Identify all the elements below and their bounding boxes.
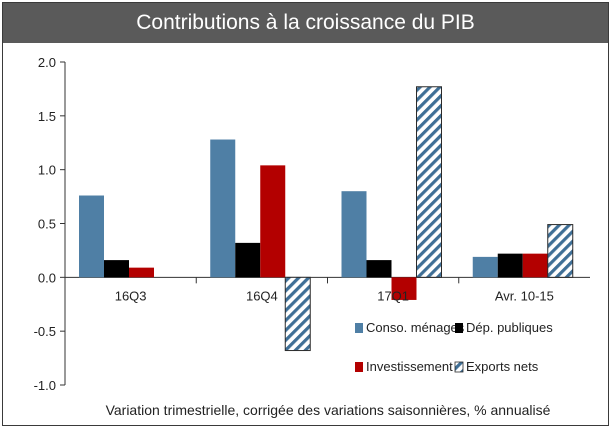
chart-title: Contributions à la croissance du PIB: [3, 3, 608, 43]
legend-label: Exports nets: [466, 359, 539, 374]
y-tick-label: 1.0: [38, 163, 56, 178]
bar-d-p-publiques-16q3: [104, 260, 129, 278]
bar-investissement-16q3: [129, 267, 154, 278]
bar-conso-m-nages-16q4: [210, 139, 236, 278]
bar-investissement-16q4: [260, 165, 286, 278]
bar-investissement-avr-10-15: [522, 253, 548, 278]
legend-swatch: [355, 362, 363, 372]
legend-label: Conso. ménages: [366, 320, 465, 335]
legend-swatch: [355, 323, 363, 333]
bar-exports-nets-avr-10-15: [547, 224, 574, 278]
y-tick-label: -1.0: [34, 378, 56, 393]
bar-conso-m-nages-16q3: [79, 195, 104, 278]
x-tick-label: 16Q4: [246, 288, 278, 303]
y-tick-label: 2.0: [38, 55, 56, 70]
y-tick-label: 1.5: [38, 109, 56, 124]
legend-swatch: [454, 361, 464, 373]
y-tick-label: -0.5: [34, 324, 56, 339]
bar-exports-nets-16q4: [284, 276, 311, 352]
bar-investissement-17q1: [391, 277, 417, 300]
bar-d-p-publiques-17q1: [366, 260, 392, 278]
bar-conso-m-nages-17q1: [341, 191, 367, 278]
chart-subtitle: Variation trimestrielle, corrigée des va…: [105, 402, 551, 418]
legend-label: Dép. publiques: [466, 320, 553, 335]
bar-d-p-publiques-16q4: [235, 242, 261, 278]
bar-conso-m-nages-avr-10-15: [472, 256, 498, 278]
bar-exports-nets-17q1: [416, 86, 442, 278]
x-tick-label: 16Q3: [115, 288, 147, 303]
legend-label: Investissement: [366, 359, 453, 374]
x-tick-label: Avr. 10-15: [495, 288, 554, 303]
x-tick-label: 17Q1: [377, 288, 409, 303]
legend-swatch: [455, 323, 463, 333]
y-tick-label: 0.0: [38, 270, 56, 285]
y-tick-label: 0.5: [38, 217, 56, 232]
bar-d-p-publiques-avr-10-15: [497, 253, 523, 278]
